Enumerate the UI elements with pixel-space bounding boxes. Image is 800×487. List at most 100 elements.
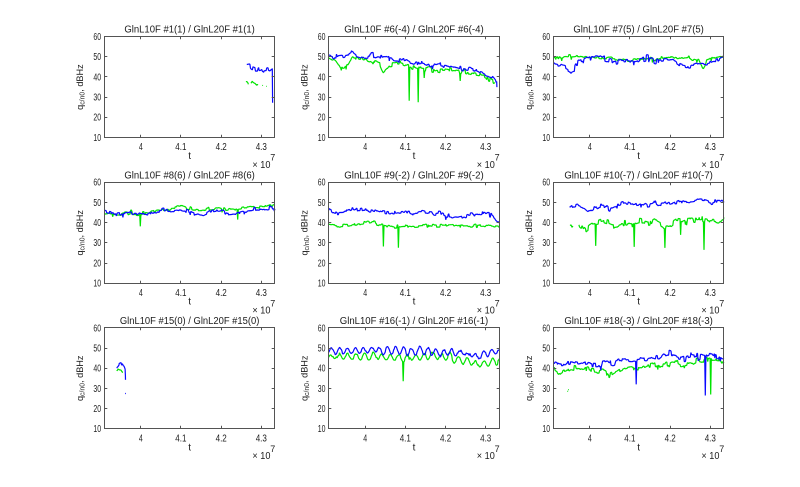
svg-text:7: 7 xyxy=(495,444,500,454)
svg-text:10: 10 xyxy=(542,133,550,144)
svg-text:4.3: 4.3 xyxy=(480,288,492,299)
svg-text:4.2: 4.2 xyxy=(440,288,452,299)
svg-text:qc/n0, dBHz: qc/n0, dBHz xyxy=(75,210,87,256)
svg-text:4.1: 4.1 xyxy=(400,433,412,444)
svg-text:GlnL10F #8(6) / GlnL20F #8(6): GlnL10F #8(6) / GlnL20F #8(6) xyxy=(124,170,255,181)
svg-text:50: 50 xyxy=(318,344,326,355)
svg-text:10: 10 xyxy=(93,279,101,290)
svg-text:60: 60 xyxy=(318,178,326,189)
svg-text:t: t xyxy=(188,297,191,308)
svg-text:qc/n0, dBHz: qc/n0, dBHz xyxy=(75,64,87,110)
svg-text:GlnL10F #15(0) / GlnL20F #15(0: GlnL10F #15(0) / GlnL20F #15(0) xyxy=(120,316,260,327)
svg-text:60: 60 xyxy=(542,323,550,334)
svg-text:7: 7 xyxy=(270,298,275,308)
svg-text:GlnL10F #10(-7) / GlnL20F #10(: GlnL10F #10(-7) / GlnL20F #10(-7) xyxy=(564,170,713,181)
svg-text:qc/n0, dBHz: qc/n0, dBHz xyxy=(299,210,311,256)
svg-text:4: 4 xyxy=(588,142,592,153)
svg-text:4.3: 4.3 xyxy=(256,433,268,444)
svg-text:7: 7 xyxy=(495,298,500,308)
svg-text:20: 20 xyxy=(542,113,550,124)
svg-text:60: 60 xyxy=(93,32,101,43)
svg-text:qc/n0, dBHz: qc/n0, dBHz xyxy=(524,210,536,256)
svg-text:40: 40 xyxy=(93,364,101,375)
svg-text:30: 30 xyxy=(93,93,101,104)
svg-text:4.1: 4.1 xyxy=(175,433,187,444)
svg-text:4.2: 4.2 xyxy=(440,433,452,444)
svg-text:50: 50 xyxy=(318,198,326,209)
svg-text:60: 60 xyxy=(318,32,326,43)
svg-text:qc/n0, dBHz: qc/n0, dBHz xyxy=(299,355,311,401)
svg-text:30: 30 xyxy=(93,238,101,249)
svg-text:4.1: 4.1 xyxy=(624,288,636,299)
svg-text:40: 40 xyxy=(318,218,326,229)
svg-text:7: 7 xyxy=(270,444,275,454)
svg-text:4.3: 4.3 xyxy=(480,433,492,444)
svg-text:20: 20 xyxy=(93,404,101,415)
svg-text:4.3: 4.3 xyxy=(480,142,492,153)
svg-text:4: 4 xyxy=(363,288,367,299)
svg-text:60: 60 xyxy=(542,32,550,43)
svg-text:4.3: 4.3 xyxy=(705,142,717,153)
svg-text:10: 10 xyxy=(318,133,326,144)
svg-text:40: 40 xyxy=(542,364,550,375)
svg-text:4: 4 xyxy=(139,433,143,444)
svg-text:40: 40 xyxy=(318,72,326,83)
svg-text:40: 40 xyxy=(542,218,550,229)
svg-text:4.2: 4.2 xyxy=(665,433,677,444)
svg-text:qc/n0, dBHz: qc/n0, dBHz xyxy=(299,64,311,110)
svg-text:50: 50 xyxy=(93,344,101,355)
svg-text:30: 30 xyxy=(542,238,550,249)
svg-text:qc/n0, dBHz: qc/n0, dBHz xyxy=(524,355,536,401)
svg-text:× 10: × 10 xyxy=(477,451,495,462)
svg-text:7: 7 xyxy=(719,298,724,308)
svg-text:t: t xyxy=(637,442,640,453)
svg-text:20: 20 xyxy=(93,113,101,124)
svg-text:4.3: 4.3 xyxy=(705,433,717,444)
svg-text:GlnL10F #9(-2) / GlnL20F #9(-2: GlnL10F #9(-2) / GlnL20F #9(-2) xyxy=(344,170,484,181)
svg-text:7: 7 xyxy=(270,153,275,163)
svg-text:GlnL10F #16(-1) / GlnL20F #16(: GlnL10F #16(-1) / GlnL20F #16(-1) xyxy=(340,316,489,327)
svg-text:4.3: 4.3 xyxy=(256,142,268,153)
svg-text:× 10: × 10 xyxy=(252,451,270,462)
svg-text:GlnL10F #6(-4) / GlnL20F #6(-4: GlnL10F #6(-4) / GlnL20F #6(-4) xyxy=(344,25,484,36)
svg-text:4.2: 4.2 xyxy=(216,433,228,444)
svg-text:t: t xyxy=(637,151,640,162)
svg-text:4.3: 4.3 xyxy=(256,288,268,299)
svg-text:4: 4 xyxy=(588,288,592,299)
svg-text:50: 50 xyxy=(542,198,550,209)
svg-text:GlnL10F #18(-3) / GlnL20F #18(: GlnL10F #18(-3) / GlnL20F #18(-3) xyxy=(564,316,713,327)
svg-text:t: t xyxy=(413,297,416,308)
svg-text:4.2: 4.2 xyxy=(216,142,228,153)
svg-text:10: 10 xyxy=(542,279,550,290)
svg-text:4.1: 4.1 xyxy=(400,288,412,299)
svg-text:60: 60 xyxy=(93,178,101,189)
svg-text:40: 40 xyxy=(93,72,101,83)
svg-text:4.2: 4.2 xyxy=(665,142,677,153)
svg-text:GlnL10F #7(5) / GlnL20F #7(5): GlnL10F #7(5) / GlnL20F #7(5) xyxy=(573,25,704,36)
svg-text:10: 10 xyxy=(318,424,326,435)
svg-text:4.1: 4.1 xyxy=(400,142,412,153)
svg-text:× 10: × 10 xyxy=(701,160,719,171)
svg-text:50: 50 xyxy=(318,52,326,63)
svg-text:t: t xyxy=(637,297,640,308)
svg-text:60: 60 xyxy=(93,323,101,334)
svg-text:qc/n0, dBHz: qc/n0, dBHz xyxy=(524,64,536,110)
svg-text:× 10: × 10 xyxy=(477,160,495,171)
svg-text:30: 30 xyxy=(318,384,326,395)
svg-text:50: 50 xyxy=(93,52,101,63)
svg-text:20: 20 xyxy=(318,404,326,415)
svg-text:10: 10 xyxy=(542,424,550,435)
svg-text:× 10: × 10 xyxy=(701,451,719,462)
svg-text:4.3: 4.3 xyxy=(705,288,717,299)
svg-text:40: 40 xyxy=(542,72,550,83)
svg-text:4: 4 xyxy=(139,142,143,153)
svg-text:× 10: × 10 xyxy=(701,306,719,317)
svg-text:t: t xyxy=(188,442,191,453)
svg-text:t: t xyxy=(413,151,416,162)
svg-text:20: 20 xyxy=(93,258,101,269)
svg-text:60: 60 xyxy=(318,323,326,334)
svg-text:30: 30 xyxy=(93,384,101,395)
svg-text:qc/n0, dBHz: qc/n0, dBHz xyxy=(75,355,87,401)
svg-text:30: 30 xyxy=(318,238,326,249)
svg-text:7: 7 xyxy=(719,153,724,163)
